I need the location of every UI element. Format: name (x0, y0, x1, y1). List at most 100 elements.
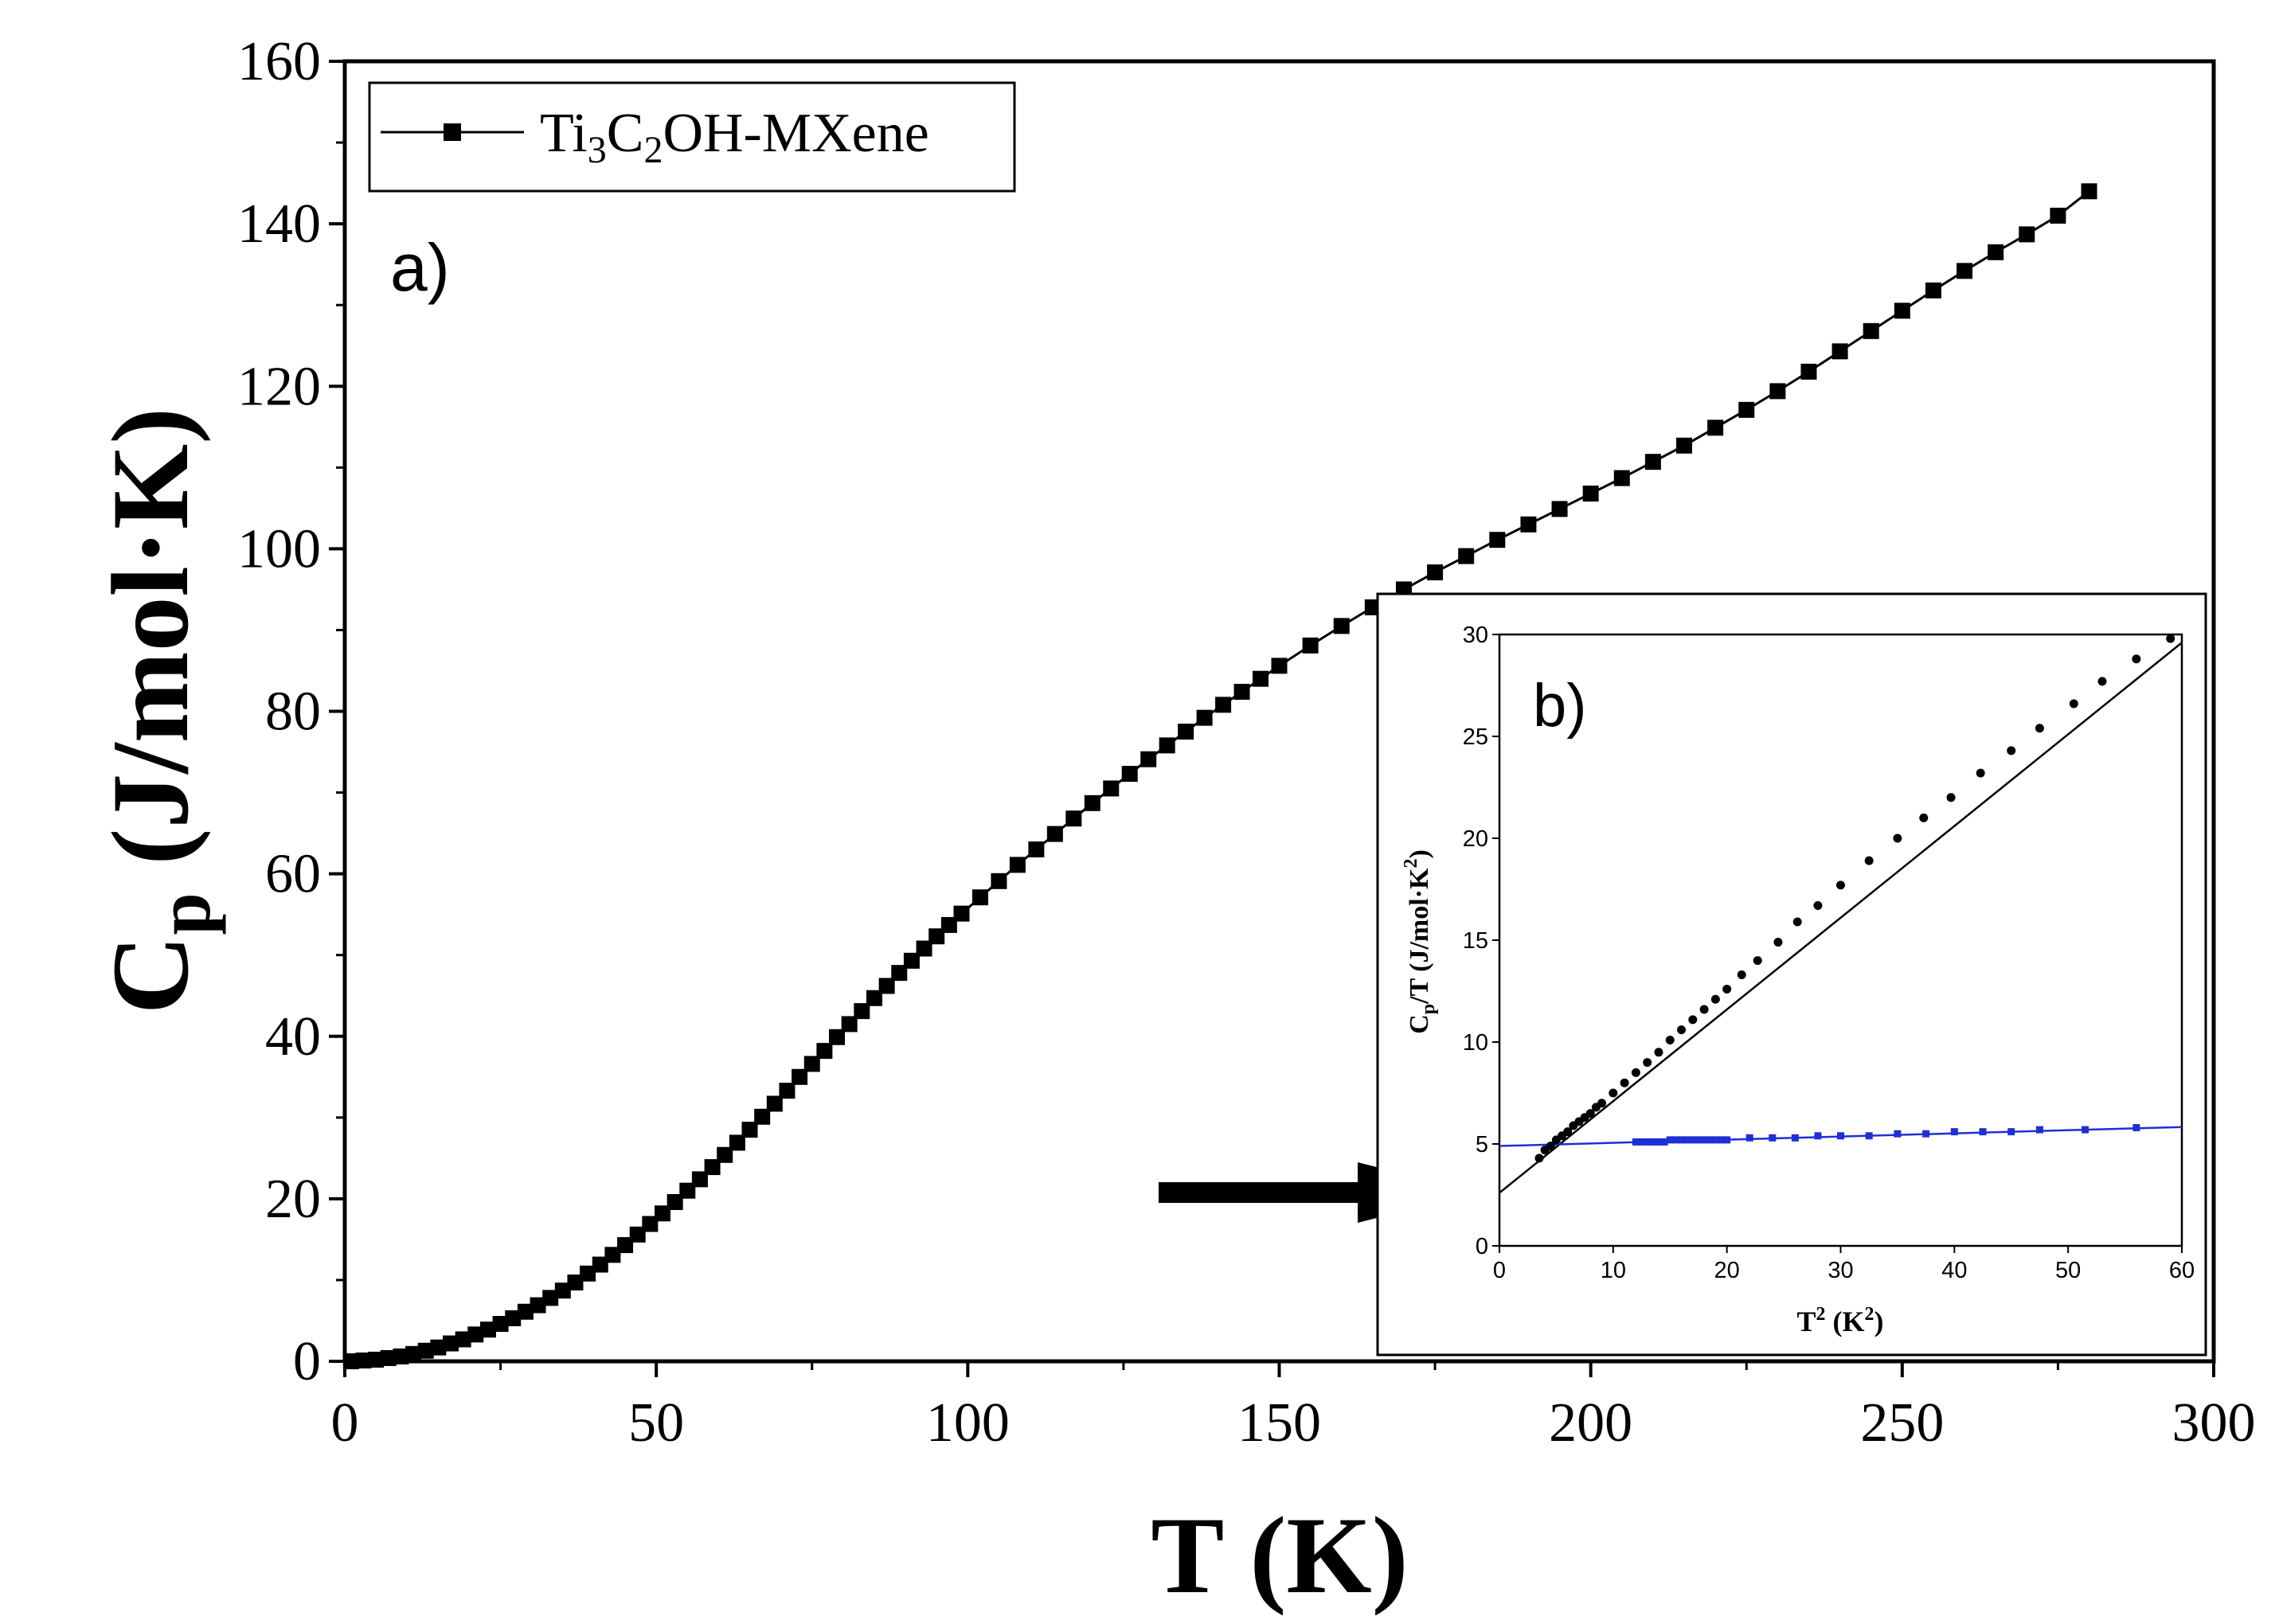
inset-x-tick-label: 0 (1493, 1258, 1506, 1283)
inset-panel-frame (1376, 592, 2207, 1357)
main-data-point (1427, 564, 1444, 580)
main-data-point (754, 1108, 771, 1125)
inset-y-axis-label: Cp/T (J/mol·K2) (1401, 849, 1439, 1034)
main-data-point (729, 1134, 745, 1151)
black-fit-line (1499, 642, 2183, 1194)
main-data-point (355, 1352, 372, 1368)
main-data-point (679, 1182, 696, 1199)
main-data-point (766, 1095, 783, 1112)
inset-y-tick-label: 20 (1463, 826, 1488, 852)
main-y-tick-label: 0 (293, 1331, 321, 1392)
main-data-point (866, 990, 882, 1006)
inset-point-measured (1677, 1025, 1687, 1035)
inset-y-tick-label: 15 (1463, 928, 1488, 954)
inset-point-measured (1563, 1127, 1573, 1137)
inset-point-blue-series (2035, 1126, 2043, 1134)
main-y-axis-label: Cp (J/mol·K) (89, 408, 226, 1014)
main-data-point (1551, 501, 1568, 517)
inset-point-measured (2166, 634, 2175, 643)
main-data-point (517, 1303, 534, 1320)
inset-point-measured (1546, 1142, 1555, 1151)
main-data-point (717, 1146, 733, 1163)
main-data-point (666, 1193, 683, 1210)
inset-point-blue-series (1649, 1138, 1657, 1146)
main-y-tick-label: 80 (265, 681, 321, 743)
legend-label: Ti3C2OH-MXene (540, 103, 929, 171)
inset-x-tick-label: 30 (1828, 1258, 1853, 1283)
inset-point-measured (1597, 1099, 1607, 1108)
main-y-tick-label: 140 (237, 193, 321, 255)
main-data-point (642, 1216, 659, 1232)
inset-point-measured (1643, 1058, 1652, 1068)
main-data-point (530, 1297, 546, 1314)
main-data-point (554, 1282, 571, 1299)
main-data-point (492, 1316, 509, 1333)
main-data-point (467, 1326, 484, 1343)
inset-point-measured (1534, 1154, 1544, 1163)
main-data-point (903, 952, 920, 969)
inset-x-tick-label: 10 (1601, 1258, 1626, 1283)
main-data-point (928, 928, 945, 945)
inset-point-measured (1699, 1005, 1709, 1014)
inset-y-label-sup: 2 (1401, 859, 1421, 869)
inset-point-blue-series (1979, 1128, 1987, 1136)
inset-x-tick-label: 50 (2055, 1258, 2081, 1283)
main-data-point (2019, 226, 2035, 243)
inset-point-blue-series (1837, 1132, 1844, 1140)
main-data-point (1707, 420, 1724, 436)
inset-point-blue-series (1922, 1130, 1930, 1138)
inset-point-measured (1654, 1048, 1663, 1057)
inset-point-blue-series (1950, 1128, 1958, 1136)
main-data-point (940, 916, 957, 933)
inset-point-blue-series (1689, 1136, 1697, 1144)
main-data-point (1644, 454, 1661, 470)
inset-point-blue-series (1695, 1136, 1702, 1144)
main-data-point (1738, 401, 1755, 418)
main-data-point (542, 1290, 559, 1306)
main-x-tick-label: 100 (926, 1392, 1010, 1454)
main-y-tick-label: 100 (237, 518, 321, 580)
inset-point-measured (1813, 900, 1823, 910)
inset-point-blue-series (1865, 1132, 1873, 1140)
legend-box (368, 81, 1016, 193)
inset-point-blue-series (1632, 1138, 1640, 1146)
inset-point-measured (1773, 938, 1783, 947)
inset-point-measured (1836, 880, 1845, 890)
inset-x-label-main: T (1796, 1306, 1816, 1337)
main-data-point (567, 1274, 584, 1290)
inset-point-measured (2097, 677, 2107, 686)
main-data-point (1582, 485, 1599, 502)
inset-point-blue-series (1683, 1136, 1691, 1144)
inset-point-blue-series (1723, 1136, 1731, 1144)
main-data-point (1769, 383, 1786, 400)
inset-point-measured (1688, 1015, 1698, 1025)
main-data-point (368, 1351, 385, 1368)
inset-y-tick-label: 5 (1476, 1132, 1488, 1157)
inset-point-blue-series (1666, 1136, 1674, 1144)
inset-point-blue-series (1791, 1134, 1799, 1142)
main-y-label-rest: (J/mol·K) (89, 408, 211, 892)
main-series-markers (342, 183, 2097, 1369)
panel-label-a: a) (390, 230, 450, 305)
inset-y-tick-label: 10 (1463, 1030, 1488, 1056)
main-data-point (1178, 724, 1194, 740)
main-data-point (1253, 670, 1269, 687)
inset-x-tick-label: 60 (2169, 1258, 2195, 1283)
main-data-point (816, 1043, 833, 1060)
inset-point-blue-series (1718, 1136, 1726, 1144)
main-data-point (704, 1159, 721, 1176)
panel-label-b: b) (1533, 672, 1587, 740)
main-data-point (916, 940, 932, 957)
main-data-point (2050, 207, 2066, 224)
main-data-point (2081, 183, 2097, 200)
main-y-tick-label: 160 (237, 31, 321, 92)
main-data-point (891, 965, 908, 982)
main-data-point (803, 1056, 820, 1072)
main-data-point (1520, 516, 1537, 533)
main-data-point (878, 978, 895, 994)
main-data-point (1028, 841, 1045, 858)
main-data-point (417, 1342, 434, 1359)
main-data-point (1613, 470, 1630, 486)
arrow-shaft (1159, 1182, 1362, 1203)
main-data-point (779, 1083, 796, 1099)
